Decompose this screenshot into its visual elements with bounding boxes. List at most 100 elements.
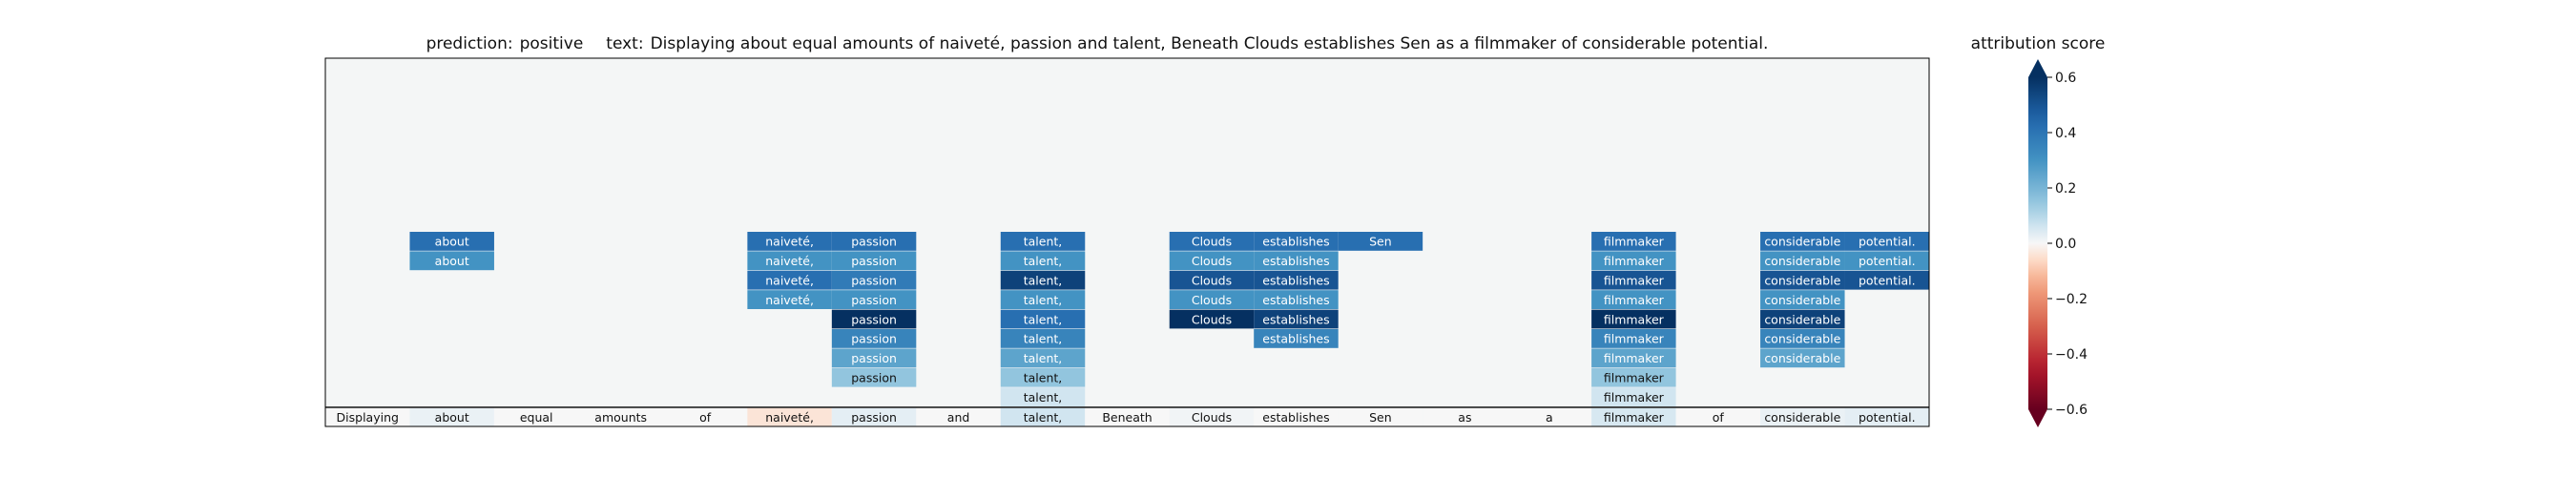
baseline-token-label: Sen xyxy=(1369,410,1392,425)
baseline-token-label: establishes xyxy=(1262,410,1329,425)
attribution-cell xyxy=(1254,232,1339,251)
attribution-cell xyxy=(1000,251,1086,271)
cell-token-label: establishes xyxy=(1262,312,1329,326)
attribution-cell xyxy=(1844,270,1929,290)
attribution-cell xyxy=(747,232,832,251)
baseline-token-label: considerable xyxy=(1764,410,1840,425)
baseline-cell xyxy=(1338,407,1423,426)
cell-token-label: about xyxy=(435,235,469,249)
baseline-token-label: of xyxy=(1713,410,1725,425)
baseline-cell xyxy=(409,407,494,426)
title-text-value: Displaying about equal amounts of naivet… xyxy=(651,34,1769,53)
attribution-cell xyxy=(1760,270,1845,290)
cell-token-label: talent, xyxy=(1024,332,1063,346)
cell-token-label: filmmaker xyxy=(1604,312,1665,326)
colorbar-tick-label: −0.2 xyxy=(2055,292,2088,307)
cell-token-label: considerable xyxy=(1764,293,1840,307)
cell-token-label: considerable xyxy=(1764,274,1840,288)
baseline-token-label: about xyxy=(435,410,469,425)
cell-token-label: about xyxy=(435,254,469,268)
attribution-cell xyxy=(831,270,917,290)
cell-token-label: talent, xyxy=(1024,351,1063,365)
cell-token-label: filmmaker xyxy=(1604,390,1665,404)
plot-frame xyxy=(324,57,1930,427)
attribution-cell xyxy=(1844,251,1929,271)
cell-token-label: passion xyxy=(851,254,897,268)
baseline-cell xyxy=(1254,407,1339,426)
attribution-cell xyxy=(409,251,494,271)
attribution-cell xyxy=(1591,348,1676,368)
cell-token-label: establishes xyxy=(1262,274,1329,288)
baseline-token-label: talent, xyxy=(1024,410,1063,425)
attribution-cell xyxy=(1254,251,1339,271)
attribution-cell xyxy=(1169,290,1255,309)
colorbar-gradient xyxy=(2028,77,2047,409)
cell-token-label: passion xyxy=(851,351,897,365)
attribution-cell xyxy=(1591,309,1676,329)
cell-token-label: filmmaker xyxy=(1604,235,1665,249)
cell-token-label: potential. xyxy=(1859,254,1916,268)
attribution-cell xyxy=(1000,348,1086,368)
baseline-cell xyxy=(1760,407,1845,426)
cell-token-label: Clouds xyxy=(1192,235,1232,249)
attribution-cell xyxy=(1254,329,1339,348)
plot-area xyxy=(324,57,1930,427)
baseline-cell xyxy=(1506,407,1592,426)
baseline-token-label: naiveté, xyxy=(765,410,814,425)
baseline-cell xyxy=(1675,407,1761,426)
attribution-cell xyxy=(1760,232,1845,251)
colorbar-bottom-arrow xyxy=(2028,409,2047,427)
colorbar-top-arrow xyxy=(2028,59,2047,77)
cell-token-label: talent, xyxy=(1024,371,1063,385)
cell-token-label: Clouds xyxy=(1192,274,1232,288)
cell-token-label: considerable xyxy=(1764,332,1840,346)
cell-token-label: talent, xyxy=(1024,274,1063,288)
attribution-cell xyxy=(1169,232,1255,251)
baseline-cell xyxy=(1844,407,1929,426)
cell-token-label: Sen xyxy=(1369,235,1392,249)
cell-token-label: filmmaker xyxy=(1604,293,1665,307)
attribution-cell xyxy=(831,290,917,309)
attribution-cell xyxy=(1000,329,1086,348)
cell-token-label: establishes xyxy=(1262,293,1329,307)
colorbar-tick-label: 0.0 xyxy=(2055,237,2076,252)
attribution-cell xyxy=(1760,290,1845,309)
colorbar-tick-label: 0.4 xyxy=(2055,126,2076,141)
cell-token-label: establishes xyxy=(1262,254,1329,268)
attribution-cell xyxy=(1591,232,1676,251)
attribution-cell xyxy=(831,251,917,271)
cell-token-label: filmmaker xyxy=(1604,371,1665,385)
cell-token-label: Clouds xyxy=(1192,312,1232,326)
attribution-cell xyxy=(1844,232,1929,251)
colorbar-tick-label: 0.6 xyxy=(2055,71,2076,86)
baseline-token-label: of xyxy=(699,410,712,425)
baseline-token-row: Displaying about equal amounts of naiveté, pas… xyxy=(325,407,1929,426)
cell-token-label: talent, xyxy=(1024,254,1063,268)
title-prediction-value: positive xyxy=(520,34,584,53)
cell-token-label: filmmaker xyxy=(1604,332,1665,346)
attribution-cell xyxy=(831,232,917,251)
cell-token-label: talent, xyxy=(1024,312,1063,326)
cell-token-label: passion xyxy=(851,332,897,346)
baseline-token-label: filmmaker xyxy=(1604,410,1665,425)
chart-title: prediction: positive text: Displaying about… xyxy=(426,34,1769,53)
cell-token-label: considerable xyxy=(1764,312,1840,326)
cell-token-label: passion xyxy=(851,312,897,326)
cell-token-label: naiveté, xyxy=(765,235,814,249)
cell-token-label: naiveté, xyxy=(765,274,814,288)
attribution-cells: about about naiveté, naiveté, naiveté, naivet… xyxy=(409,232,1929,406)
attribution-cell xyxy=(831,309,917,329)
cell-token-label: potential. xyxy=(1859,274,1916,288)
cell-token-label: passion xyxy=(851,235,897,249)
attribution-cell xyxy=(1591,251,1676,271)
attribution-cell xyxy=(831,348,917,368)
cell-token-label: potential. xyxy=(1859,235,1916,249)
baseline-token-label: as xyxy=(1458,410,1471,425)
cell-token-label: passion xyxy=(851,274,897,288)
attribution-cell xyxy=(1760,348,1845,368)
colorbar-tick-label: −0.6 xyxy=(2055,403,2088,418)
attribution-cell xyxy=(1591,329,1676,348)
baseline-cell xyxy=(1000,407,1086,426)
title-prediction-label: prediction: xyxy=(426,34,513,53)
